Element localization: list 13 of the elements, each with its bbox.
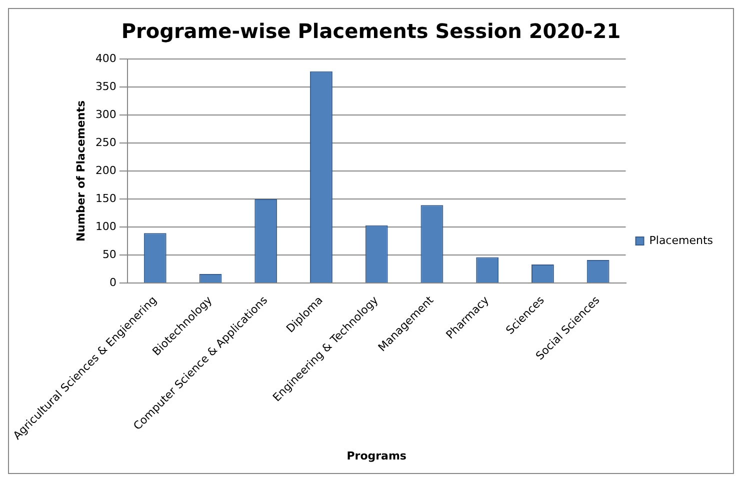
legend-label: Placements [649, 234, 714, 247]
y-tick-label: 350 [95, 80, 116, 93]
y-tick-label: 100 [95, 220, 116, 233]
y-tick-label: 400 [95, 52, 116, 65]
y-tick-label: 300 [95, 108, 116, 121]
y-tick-label: 250 [95, 136, 116, 149]
chart-title: Programe-wise Placements Session 2020-21 [121, 19, 621, 44]
y-tick-label: 0 [109, 276, 116, 289]
y-tick-label: 150 [95, 192, 116, 205]
y-axis-title: Number of Placements [74, 100, 88, 242]
y-tick-label: 50 [102, 248, 116, 261]
x-axis-title: Programs [346, 449, 407, 462]
y-tick-label: 200 [95, 164, 116, 177]
